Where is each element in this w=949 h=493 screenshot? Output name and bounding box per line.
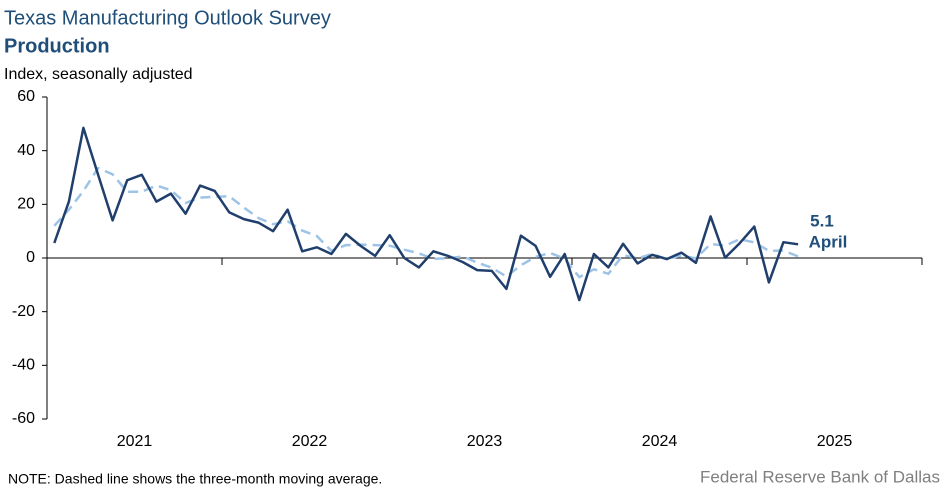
chart-title: Texas Manufacturing Outlook Survey xyxy=(4,7,331,29)
x-tick-label: 2022 xyxy=(292,433,328,450)
annotation: 5.1 xyxy=(810,211,834,230)
series-line xyxy=(53,126,799,302)
annotation: April xyxy=(809,232,848,251)
y-tick-label: 20 xyxy=(17,196,35,213)
y-tick-label: 40 xyxy=(17,142,35,159)
note: NOTE: Dashed line shows the three-month … xyxy=(8,471,382,487)
moving-average-line xyxy=(53,166,799,279)
x-tick-label: 2023 xyxy=(467,433,503,450)
x-tick-label: 2024 xyxy=(642,433,678,450)
y-axis-label: Index, seasonally adjusted xyxy=(4,66,193,83)
y-tick-label: -60 xyxy=(12,410,35,427)
y-tick-label: -20 xyxy=(12,303,35,320)
chart-subtitle: Production xyxy=(4,35,110,57)
y-tick-label: 0 xyxy=(26,249,35,266)
x-tick-label: 2025 xyxy=(817,433,853,450)
y-tick-label: -40 xyxy=(12,357,35,374)
y-tick-label: 60 xyxy=(17,88,35,105)
source: Federal Reserve Bank of Dallas xyxy=(700,467,940,486)
x-tick-label: 2021 xyxy=(117,433,153,450)
